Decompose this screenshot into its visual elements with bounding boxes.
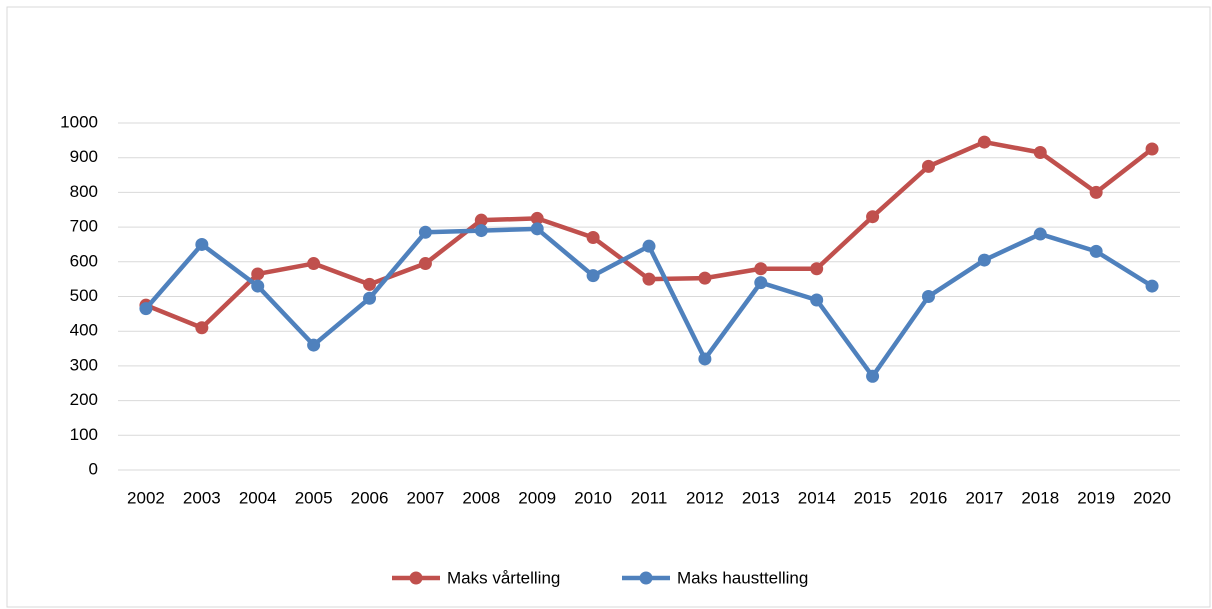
data-point [586,269,600,283]
data-point [698,271,712,285]
data-point [977,135,991,149]
data-point [307,257,321,271]
data-point [754,262,768,276]
x-tick-label: 2019 [1077,488,1115,507]
x-tick-label: 2007 [407,488,445,507]
x-tick-label: 2014 [798,488,836,507]
data-point [586,231,600,245]
y-tick-label: 400 [70,321,98,340]
y-tick-label: 800 [70,182,98,201]
x-tick-label: 2020 [1133,488,1171,507]
data-point [977,253,991,267]
data-point [363,277,377,291]
x-tick-label: 2010 [574,488,612,507]
x-tick-label: 2002 [127,488,165,507]
chart-border [6,6,1211,608]
y-tick-label: 200 [70,390,98,409]
data-point [1145,142,1159,156]
data-point [1089,185,1103,199]
data-point [810,262,824,276]
x-tick-label: 2004 [239,488,277,507]
x-tick-label: 2008 [462,488,500,507]
x-tick-label: 2009 [518,488,556,507]
data-point [195,321,209,335]
legend-label: Maks vårtelling [447,568,560,587]
data-point [921,290,935,303]
data-point [474,224,488,238]
data-point [754,276,768,290]
x-tick-label: 2005 [295,488,333,507]
data-point [195,237,209,251]
x-tick-label: 2016 [910,488,948,507]
y-tick-label: 1000 [60,112,98,131]
data-point [1089,244,1103,258]
x-tick-label: 2003 [183,488,221,507]
data-point [1033,227,1047,241]
data-point [251,279,265,293]
y-tick-label: 700 [70,217,98,236]
x-tick-label: 2012 [686,488,724,507]
y-tick-label: 900 [70,147,98,166]
data-point [530,211,544,225]
y-tick-label: 0 [89,459,98,478]
data-point [1033,145,1047,159]
y-tick-label: 500 [70,286,98,305]
y-tick-label: 100 [70,425,98,444]
data-point [866,210,880,224]
data-point [474,213,488,227]
data-point [642,272,656,286]
data-point [866,369,880,383]
legend-marker [639,571,653,585]
data-point [307,338,321,352]
y-tick-label: 600 [70,251,98,270]
data-point [530,222,544,236]
data-point [251,267,265,281]
legend-marker [409,571,423,585]
data-point [698,352,712,366]
data-point [642,239,656,253]
x-tick-label: 2018 [1021,488,1059,507]
x-tick-label: 2006 [351,488,389,507]
data-point [921,159,935,173]
x-tick-label: 2011 [631,488,668,507]
data-point [1145,279,1159,293]
data-point [363,291,377,305]
data-point [810,293,824,307]
x-tick-label: 2015 [854,488,892,507]
data-point [418,225,432,239]
x-tick-label: 2017 [965,488,1003,507]
data-point [139,302,153,316]
x-tick-label: 2013 [742,488,780,507]
y-tick-label: 300 [70,355,98,374]
legend-label: Maks hausttelling [677,568,808,587]
data-point [418,257,432,271]
